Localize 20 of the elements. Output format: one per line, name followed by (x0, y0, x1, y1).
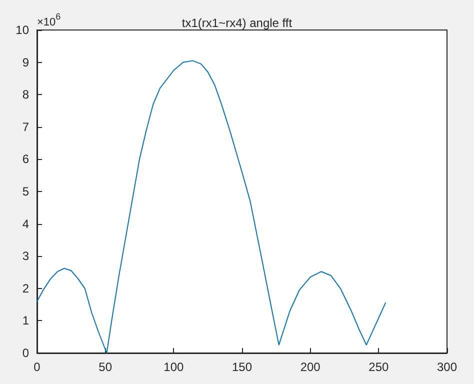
x-tick-label: 50 (98, 360, 112, 374)
y-tick-label: 9 (22, 55, 30, 70)
x-tick-label: 150 (232, 360, 252, 374)
y-tick-label: 0 (22, 346, 30, 360)
y-tick-label: 3 (22, 249, 30, 264)
x-tick-label: 300 (436, 360, 458, 374)
y-tick-label: 8 (22, 88, 30, 102)
chart-title: tx1(rx1~rx4) angle fft (182, 16, 293, 30)
y-tick-label: 2 (22, 281, 30, 296)
line-series (36, 60, 386, 354)
x-tick-label: 200 (300, 360, 321, 374)
y-tick-label: 10 (16, 23, 30, 37)
y-tick-label: 1 (22, 314, 30, 328)
y-tick-label: 4 (22, 216, 30, 231)
y-tick-label: 5 (22, 184, 30, 198)
x-tick-label: 250 (368, 360, 389, 374)
x-tick-label: 0 (34, 360, 41, 374)
y-tick-label: 7 (22, 120, 30, 134)
y-tick-label: 6 (22, 152, 30, 166)
x-tick-label: 100 (164, 360, 184, 374)
